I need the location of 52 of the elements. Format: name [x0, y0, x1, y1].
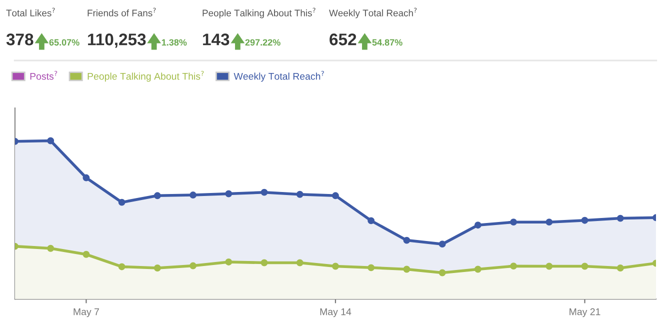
- text: 652: [330, 34, 356, 46]
- legend-label: Posts$^{?}$: [30, 70, 58, 80]
- x-tick-label: May 14: [320, 308, 352, 318]
- text: 65.07%: [49, 39, 80, 46]
- point: [154, 192, 161, 200]
- point: [332, 262, 339, 270]
- point: [190, 262, 197, 270]
- point: [581, 262, 588, 270]
- text: 1.38%: [162, 39, 187, 46]
- text: 143: [203, 34, 230, 46]
- point: [616, 264, 624, 272]
- text: Friends of Fans$^{?}$: [88, 8, 156, 16]
- legend-label: Weekly Total Reach$^{?}$: [234, 70, 324, 82]
- point: [438, 269, 446, 276]
- text: 54.87%: [372, 39, 402, 46]
- x-tick-label: May 7: [74, 308, 99, 318]
- point: [190, 192, 197, 198]
- point: [154, 264, 161, 272]
- point: [546, 218, 553, 226]
- legend-label: People Talking About This$^{?}$: [88, 70, 204, 82]
- point: [474, 222, 482, 229]
- text: Total Likes$^{?}$: [6, 8, 55, 16]
- text: 297.22%: [245, 39, 280, 46]
- point: [225, 190, 232, 198]
- point: [403, 266, 410, 273]
- x-tick-label: May 21: [570, 308, 600, 318]
- point: [82, 250, 90, 258]
- text: 378: [6, 34, 34, 46]
- point: [474, 266, 482, 273]
- text: 110,253: [88, 34, 146, 48]
- point: [260, 259, 268, 266]
- text: Weekly Total Reach$^{?}$: [329, 8, 417, 18]
- point: [118, 198, 126, 206]
- point: [546, 262, 553, 270]
- point: [510, 262, 518, 270]
- point: [296, 190, 304, 198]
- point: [296, 259, 304, 266]
- point: [510, 218, 518, 226]
- point: [438, 240, 446, 248]
- point: [403, 236, 410, 244]
- point: [47, 244, 54, 252]
- point: [225, 258, 232, 266]
- point: [368, 217, 375, 224]
- point: [616, 214, 624, 222]
- point: [581, 216, 588, 224]
- point: [82, 174, 90, 182]
- point: [118, 263, 126, 270]
- point: [332, 192, 339, 200]
- point: [47, 137, 54, 144]
- point: [260, 188, 268, 196]
- text: People Talking About This$^{?}$: [202, 8, 316, 18]
- point: [368, 264, 375, 272]
